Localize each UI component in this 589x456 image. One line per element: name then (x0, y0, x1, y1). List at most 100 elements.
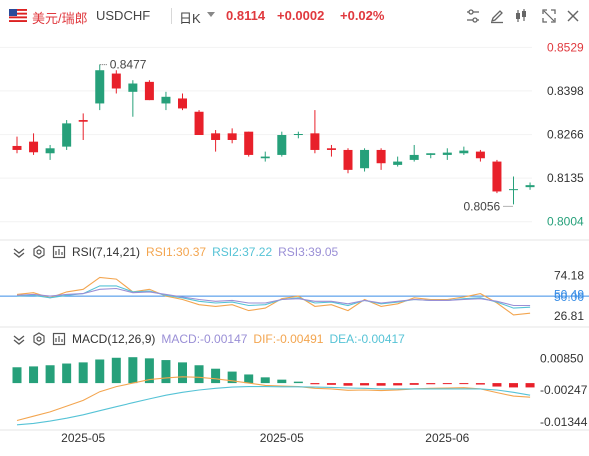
candle-body (326, 148, 336, 150)
macd-tick-label: -0.01344 (540, 415, 588, 429)
rsi1-value: RSI1:30.37 (146, 245, 207, 259)
candle-body (426, 153, 436, 155)
macd-histogram-bar (178, 362, 187, 384)
macd-histogram-bar (78, 362, 88, 384)
macd-histogram-bar (459, 383, 469, 385)
collapse-icon[interactable] (12, 245, 26, 259)
candle-body (111, 73, 121, 89)
candle-body (293, 134, 303, 136)
candle-body (360, 149, 370, 169)
macd-histogram-bar (525, 383, 535, 388)
macd-tick-label: 0.00850 (540, 352, 584, 366)
candle-body (409, 154, 419, 160)
rsi-series-line (16, 285, 531, 309)
macd-tick-label: -0.00247 (540, 383, 588, 397)
indicator-icon (52, 245, 66, 259)
candle-body (12, 145, 22, 150)
macd-value: MACD:-0.00147 (161, 332, 248, 346)
candle-body (194, 111, 204, 135)
candle-body (45, 148, 55, 154)
macd-histogram-bar (492, 383, 502, 387)
y-tick-label: 0.8004 (547, 215, 584, 229)
macd-histogram-bar (227, 371, 237, 384)
macd-histogram-bar (509, 383, 518, 388)
rsi-legend: RSI(7,14,21) RSI1:30.37 RSI2:37.22 RSI3:… (12, 244, 344, 260)
chart-header: 美元/瑞郎 USDCHF 日K 0.8114 +0.0002 +0.02% (0, 0, 589, 32)
candle-body (95, 70, 105, 104)
macd-legend: MACD(12,26,9) MACD:-0.00147 DIF:-0.00491… (12, 331, 411, 347)
candle-body (310, 133, 320, 150)
candle-body (244, 131, 254, 155)
fullscreen-icon[interactable] (540, 7, 558, 25)
candle-body (376, 149, 386, 164)
macd-histogram-bar (45, 365, 55, 384)
macd-histogram-bar (62, 363, 72, 384)
candle-body (442, 152, 452, 155)
chevron-down-icon[interactable] (207, 12, 215, 17)
macd-histogram-bar (426, 383, 436, 385)
rsi-series-line (16, 287, 531, 307)
indicator-settings-icon[interactable] (464, 7, 482, 25)
dea-value: DEA:-0.00417 (329, 332, 405, 346)
indicator-icon (52, 332, 66, 346)
dif-value: DIF:-0.00491 (253, 332, 324, 346)
candle-body (343, 149, 353, 170)
gear-icon[interactable] (32, 245, 46, 259)
macd-histogram-bar (360, 383, 370, 386)
candle-body (260, 156, 270, 159)
candle-body (509, 189, 518, 191)
macd-histogram-bar (29, 366, 39, 384)
macd-histogram-bar (343, 383, 353, 386)
y-tick-label: 0.8266 (547, 128, 584, 142)
macd-histogram-bar (310, 383, 320, 385)
rsi-tick-label: 74.18 (554, 268, 584, 282)
candlestick-type-icon[interactable] (512, 7, 530, 25)
macd-histogram-bar (475, 383, 485, 385)
rsi-tick-label: 26.81 (554, 309, 584, 323)
macd-histogram-bar (211, 368, 221, 384)
macd-histogram-bar (393, 383, 403, 386)
close-icon[interactable] (564, 7, 582, 25)
pencil-icon[interactable] (488, 7, 506, 25)
collapse-icon[interactable] (12, 332, 26, 346)
x-tick-label: 2025-06 (425, 431, 469, 445)
candle-body (78, 120, 88, 122)
macd-histogram-bar (244, 374, 254, 384)
x-tick-label: 2025-05 (61, 431, 105, 445)
candle-body (393, 161, 403, 165)
candle-body (144, 81, 154, 101)
y-tick-label: 0.8529 (547, 40, 584, 54)
candle-body (525, 185, 535, 188)
macd-name: MACD(12,26,9) (72, 332, 156, 346)
macd-histogram-bar (95, 359, 105, 384)
rsi2-value: RSI2:37.22 (212, 245, 273, 259)
candle-body (178, 98, 187, 109)
min-price-label: 0.8056 (464, 199, 501, 213)
gear-icon[interactable] (32, 332, 46, 346)
candle-body (128, 83, 138, 92)
macd-histogram-bar (326, 383, 336, 385)
us-flag-icon (9, 9, 27, 22)
macd-histogram-bar (277, 379, 287, 384)
pair-name[interactable]: 美元/瑞郎 (32, 11, 88, 26)
macd-histogram-bar (161, 360, 171, 384)
rsi-tick-label: 50.00 (554, 290, 584, 304)
price-change: +0.0002 (277, 8, 325, 23)
y-tick-label: 0.8398 (547, 84, 584, 98)
candle-body (227, 133, 237, 140)
candle-body (211, 133, 221, 140)
candle-body (277, 135, 287, 155)
macd-histogram-bar (144, 358, 154, 384)
header-divider (171, 8, 172, 24)
interval-selector[interactable]: 日K (179, 11, 201, 26)
macd-series-line (16, 376, 531, 422)
candle-body (161, 96, 171, 104)
rsi-series-line (16, 276, 531, 316)
macd-series-line (16, 386, 531, 426)
y-tick-label: 0.8135 (547, 171, 584, 185)
max-price-label: 0.8477 (110, 58, 147, 72)
symbol-code: USDCHF (96, 8, 151, 23)
candle-body (459, 150, 469, 154)
macd-histogram-bar (293, 381, 303, 384)
